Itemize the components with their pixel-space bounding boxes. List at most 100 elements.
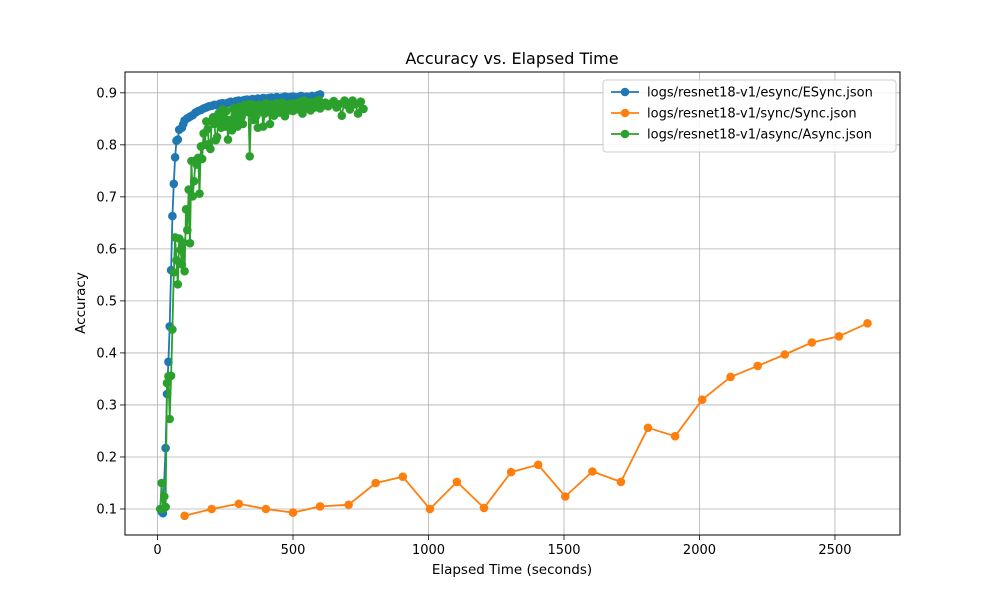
data-point xyxy=(753,361,762,371)
data-point xyxy=(616,477,626,487)
data-point xyxy=(356,97,366,106)
data-point xyxy=(344,500,353,510)
data-point xyxy=(863,319,872,328)
data-point xyxy=(834,332,844,341)
data-point xyxy=(168,211,177,221)
y-tick-label: 0.9 xyxy=(96,86,117,101)
data-point xyxy=(173,135,183,144)
series-line xyxy=(184,322,868,517)
y-axis-title: Accuracy xyxy=(73,272,89,334)
data-point xyxy=(188,192,197,201)
chart-title: Accuracy vs. Elapsed Time xyxy=(405,49,618,68)
series-1 xyxy=(180,319,872,521)
data-point xyxy=(479,503,489,513)
y-tick-label: 0.7 xyxy=(96,190,117,205)
data-point xyxy=(197,154,207,164)
data-point xyxy=(165,414,174,424)
data-point xyxy=(643,423,653,433)
x-tick-label: 2000 xyxy=(683,543,716,558)
data-point xyxy=(181,205,191,214)
data-point xyxy=(506,467,516,477)
data-point xyxy=(780,350,790,359)
data-point xyxy=(169,179,179,189)
x-axis-title: Elapsed Time (seconds) xyxy=(432,562,592,578)
legend-label: logs/resnet18-v1/async/Async.json xyxy=(647,128,872,143)
data-point xyxy=(261,504,271,514)
legend-marker xyxy=(620,87,630,97)
data-point xyxy=(315,502,325,511)
data-point xyxy=(371,478,381,488)
data-point xyxy=(425,504,435,514)
data-point xyxy=(265,119,275,129)
data-point xyxy=(195,189,204,198)
data-point xyxy=(697,395,707,405)
x-tick-label: 2500 xyxy=(818,543,851,558)
data-point xyxy=(162,378,172,388)
data-point xyxy=(288,508,298,517)
x-tick-label: 1000 xyxy=(412,543,445,558)
grid-lines xyxy=(125,72,900,535)
data-point xyxy=(234,499,244,509)
data-point xyxy=(166,371,176,381)
data-point xyxy=(212,132,222,142)
data-point xyxy=(203,124,212,134)
y-tick-label: 0.4 xyxy=(96,346,117,361)
data-point xyxy=(183,225,192,235)
data-point xyxy=(258,122,268,131)
data-point xyxy=(223,135,233,144)
data-point xyxy=(245,152,254,161)
data-point xyxy=(170,153,180,162)
data-point xyxy=(180,266,189,276)
series-2 xyxy=(155,95,368,514)
data-point xyxy=(807,338,817,347)
y-axis: 0.1 0.2 0.3 0.4 0.5 0.6 0.7 0.8 0.9 xyxy=(96,86,125,517)
data-point xyxy=(161,502,170,512)
legend-marker xyxy=(620,108,630,118)
data-point xyxy=(177,260,187,269)
data-point xyxy=(189,176,199,186)
data-point xyxy=(173,280,183,289)
data-point xyxy=(726,372,735,382)
data-point xyxy=(533,460,543,470)
x-tick-label: 0 xyxy=(153,543,161,558)
series-layer xyxy=(155,90,872,521)
data-point xyxy=(207,504,216,514)
data-point xyxy=(206,144,215,154)
x-axis: 0 500 1000 1500 2000 2500 xyxy=(153,535,852,558)
legend-label: logs/resnet18-v1/esync/ESync.json xyxy=(647,86,873,101)
data-point xyxy=(184,185,193,194)
data-point xyxy=(185,238,195,248)
y-tick-label: 0.6 xyxy=(96,242,117,257)
plot-frame xyxy=(124,71,901,536)
data-point xyxy=(157,478,166,488)
data-point xyxy=(192,160,202,169)
data-point xyxy=(337,111,347,120)
data-point xyxy=(238,119,248,129)
data-point xyxy=(168,325,177,334)
x-tick-label: 1500 xyxy=(547,543,580,558)
y-tick-label: 0.3 xyxy=(96,398,117,413)
data-point xyxy=(222,106,231,116)
y-tick-label: 0.5 xyxy=(96,294,117,309)
data-point xyxy=(452,477,462,487)
legend-label: logs/resnet18-v1/sync/Sync.json xyxy=(647,107,857,122)
legend: logs/resnet18-v1/esync/ESync.json logs/re… xyxy=(602,79,897,153)
data-point xyxy=(169,268,179,277)
y-tick-label: 0.1 xyxy=(96,502,117,517)
data-point xyxy=(398,472,408,482)
series-0 xyxy=(157,90,325,518)
data-point xyxy=(180,511,189,521)
data-point xyxy=(176,245,185,255)
y-tick-label: 0.8 xyxy=(96,138,117,153)
data-point xyxy=(359,104,368,114)
legend-marker xyxy=(620,129,630,139)
data-point xyxy=(588,467,597,476)
data-point xyxy=(179,238,188,247)
data-point xyxy=(345,105,355,114)
x-tick-label: 500 xyxy=(281,543,306,558)
data-point xyxy=(160,492,169,501)
data-point xyxy=(670,431,680,441)
legend-box xyxy=(602,79,897,153)
data-point xyxy=(561,492,570,501)
